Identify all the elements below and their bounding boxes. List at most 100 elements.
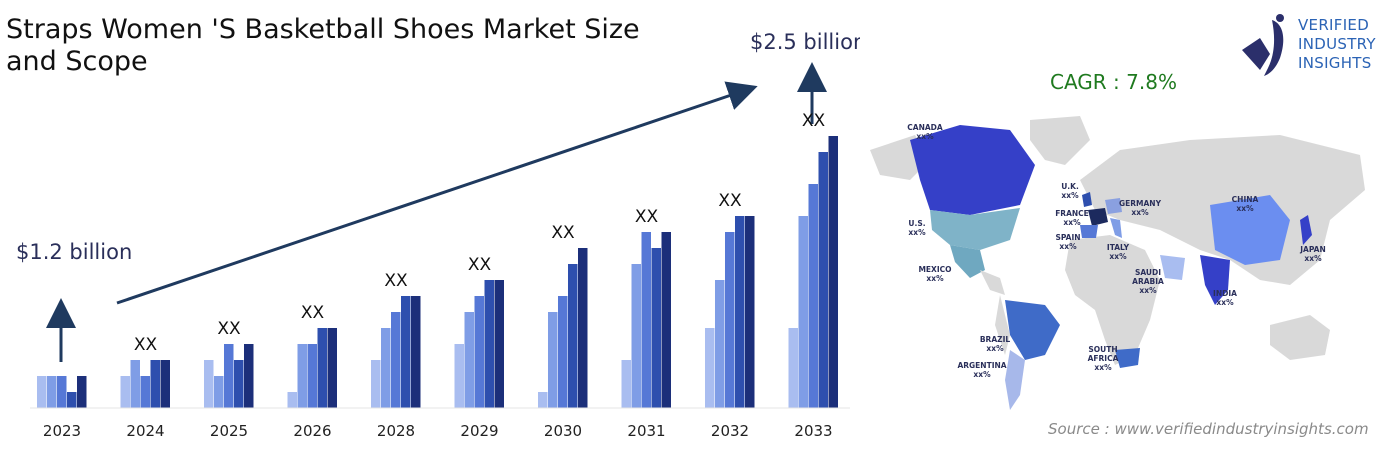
bar-2029-s4 <box>484 280 494 408</box>
bar-data-label: XX <box>551 223 575 243</box>
page-title: Straps Women 'S Basketball Shoes Market … <box>6 14 640 77</box>
map-label-south-africa: SOUTH AFRICA xx% <box>1088 345 1119 372</box>
x-tick-label: 2023 <box>43 422 81 440</box>
bar-2026-s5 <box>327 328 337 408</box>
map-label-india: INDIA xx% <box>1213 289 1237 307</box>
bar-2031-s1 <box>621 360 631 408</box>
bar-2025-s2 <box>214 376 224 408</box>
japan-region <box>1300 215 1312 245</box>
germany-region <box>1105 198 1122 214</box>
bar-2023-s4 <box>67 392 77 408</box>
bar-data-label: XX <box>802 111 826 131</box>
bar-data-label: XX <box>134 335 158 355</box>
bar-2030-s2 <box>548 312 558 408</box>
italy-region <box>1110 218 1122 238</box>
bar-2026-s1 <box>287 392 297 408</box>
bar-data-label: XX <box>635 207 659 227</box>
bar-2024-s2 <box>130 360 140 408</box>
x-tick-label: 2032 <box>711 422 749 440</box>
bar-2028-s4 <box>401 296 411 408</box>
map-label-japan: JAPAN xx% <box>1299 245 1326 263</box>
india-region <box>1200 255 1230 305</box>
saudi-region <box>1160 255 1185 280</box>
us-region <box>930 208 1020 250</box>
x-tick-label: 2033 <box>794 422 832 440</box>
bar-2028-s2 <box>381 328 391 408</box>
bar-2028-s1 <box>371 360 381 408</box>
end-value-label: $2.5 billion <box>750 30 860 54</box>
bar-2031-s2 <box>631 264 641 408</box>
map-label-france: FRANCE xx% <box>1055 209 1089 227</box>
bar-2024-s5 <box>160 360 170 408</box>
canada-region <box>910 125 1035 215</box>
bar-2033-s4 <box>818 152 828 408</box>
bar-2026-s3 <box>307 344 317 408</box>
x-tick-label: 2025 <box>210 422 248 440</box>
map-label-germany: GERMANY xx% <box>1119 199 1162 217</box>
bar-data-label: XX <box>301 303 325 323</box>
greenland-shape <box>1030 116 1090 165</box>
map-label-canada: CANADA xx% <box>907 123 943 141</box>
bar-2032-s3 <box>725 232 735 408</box>
x-tick-label: 2030 <box>544 422 582 440</box>
bar-2029-s1 <box>454 344 464 408</box>
bar-2025-s4 <box>234 360 244 408</box>
bar-2033-s2 <box>798 216 808 408</box>
world-map: CANADA xx% U.S. xx% MEXICO xx% BRAZIL xx% ARGENT… <box>870 116 1365 410</box>
map-label-argentina: ARGENTINA xx% <box>957 361 1006 379</box>
brand-logo <box>1242 14 1284 76</box>
bar-2025-s3 <box>224 344 234 408</box>
map-label-u-k-: U.K. xx% <box>1061 182 1079 200</box>
brand-name: VERIFIED INDUSTRY INSIGHTS <box>1298 16 1376 72</box>
start-value-label: $1.2 billion <box>16 240 132 264</box>
argentina-region <box>1005 350 1025 410</box>
bar-2031-s4 <box>651 248 661 408</box>
bar-2026-s4 <box>317 328 327 408</box>
map-label-italy: ITALY xx% <box>1107 243 1130 261</box>
bar-chart: $1.2 billion $2.5 billion 2023 2024 XX 2025… <box>16 30 860 440</box>
bar-2033-s3 <box>808 184 818 408</box>
mexico-region <box>950 245 985 278</box>
australia-shape <box>1270 315 1330 360</box>
bar-2024-s3 <box>140 376 150 408</box>
bar-2030-s1 <box>538 392 548 408</box>
bar-2029-s2 <box>464 312 474 408</box>
bar-2033-s5 <box>828 136 838 408</box>
central-america-shape <box>980 270 1005 295</box>
x-tick-label: 2029 <box>460 422 498 440</box>
spain-region <box>1080 225 1098 238</box>
africa-shape <box>1065 235 1160 365</box>
source-note: Source : www.verifiedindustryinsights.co… <box>1048 420 1369 438</box>
cagr-label: CAGR : 7.8% <box>1050 70 1177 94</box>
bar-2033-s1 <box>788 328 798 408</box>
bar-2028-s5 <box>411 296 421 408</box>
x-tick-label: 2031 <box>627 422 665 440</box>
bar-2030-s4 <box>568 264 578 408</box>
bar-data-label: XX <box>468 255 492 275</box>
south-africa-region <box>1115 348 1140 368</box>
bar-2032-s1 <box>705 328 715 408</box>
bar-2031-s5 <box>661 232 671 408</box>
bar-2030-s5 <box>578 248 588 408</box>
bar-data-label: XX <box>217 319 241 339</box>
bar-2030-s3 <box>558 296 568 408</box>
map-label-spain: SPAIN xx% <box>1055 233 1080 251</box>
bar-2023-s5 <box>77 376 87 408</box>
bar-2023-s1 <box>37 376 47 408</box>
bar-data-label: XX <box>718 191 742 211</box>
bar-2032-s5 <box>745 216 755 408</box>
south-america-west-shape <box>995 295 1010 355</box>
bar-2025-s5 <box>244 344 254 408</box>
france-region <box>1088 208 1108 226</box>
bar-2024-s4 <box>150 360 160 408</box>
bar-data-label: XX <box>384 271 408 291</box>
map-label-u-s-: U.S. xx% <box>908 219 926 237</box>
bar-2029-s5 <box>494 280 504 408</box>
bar-2024-s1 <box>120 376 130 408</box>
logo-mark-icon <box>1242 38 1270 70</box>
x-tick-label: 2028 <box>377 422 415 440</box>
bar-2023-s3 <box>57 376 67 408</box>
bar-2032-s4 <box>735 216 745 408</box>
map-label-saudi-arabia: SAUDI ARABIA xx% <box>1132 268 1164 295</box>
x-tick-label: 2026 <box>293 422 331 440</box>
